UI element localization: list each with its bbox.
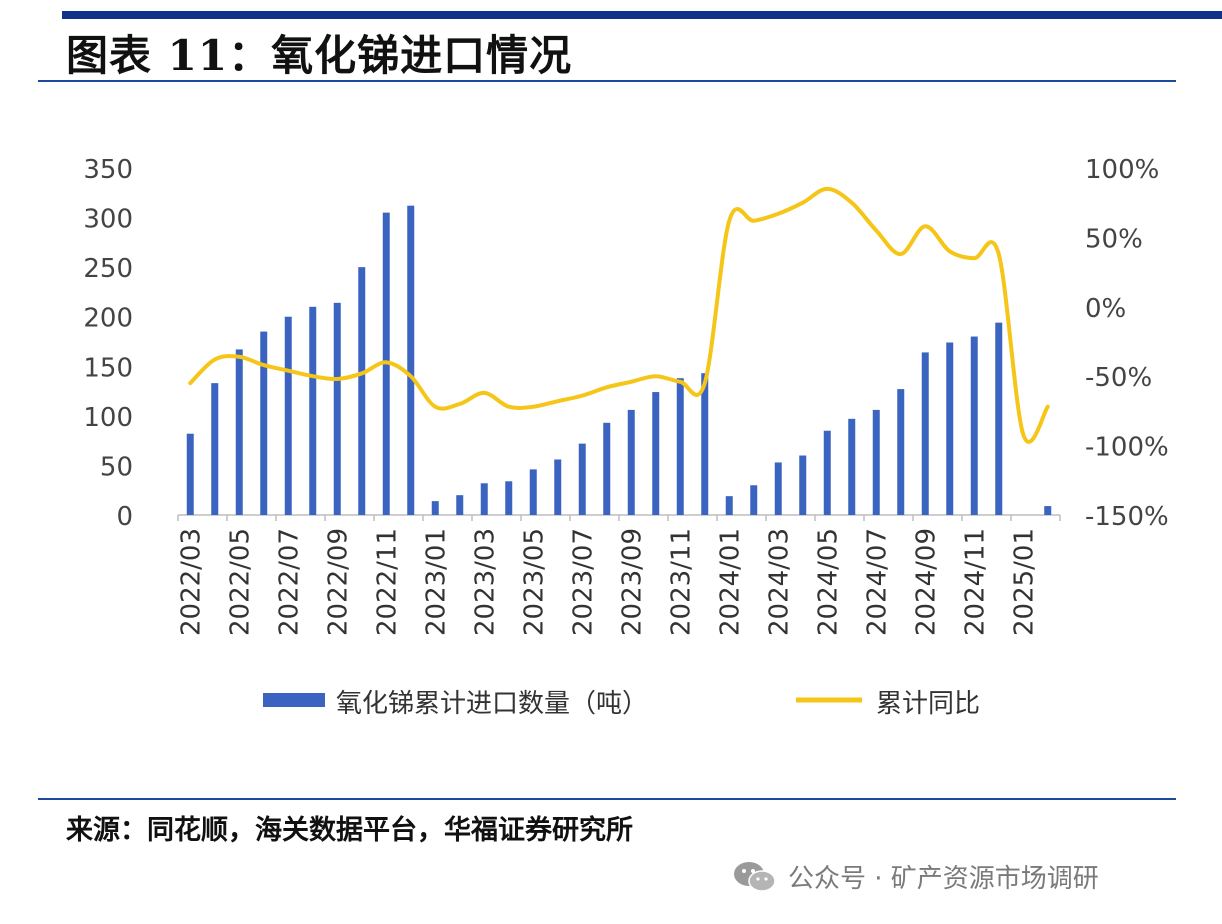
bar-2023/12: [701, 373, 709, 515]
bar-2024/05: [823, 430, 831, 515]
x-tick-label: 2022/03: [176, 528, 206, 636]
y-right-tick-label: 0%: [1085, 294, 1126, 324]
bar-2024/07: [872, 409, 880, 515]
bar-2024/12: [995, 322, 1003, 515]
bar-2023/06: [554, 459, 562, 515]
y-right-tick-label: -100%: [1085, 433, 1169, 463]
bar-2023/02: [456, 495, 464, 515]
y-right-tick-label: -150%: [1085, 502, 1169, 532]
bar-2024/10: [946, 342, 954, 515]
y-axis-right: -150% -100% -50% 0% 50% 100%: [1085, 155, 1169, 532]
bar-2022/09: [333, 302, 341, 515]
bar-2023/11: [676, 378, 684, 515]
yoy-line: [188, 186, 1050, 444]
x-tick-label: 2025/01: [1009, 528, 1039, 636]
bar-2023/08: [603, 422, 611, 515]
bar-2022/06: [260, 331, 268, 515]
x-tick-label: 2022/11: [372, 528, 402, 636]
watermark: 公众号 · 矿产资源市场调研: [732, 858, 1099, 895]
x-tick-label: 2024/01: [715, 528, 745, 636]
legend: 氧化锑累计进口数量（吨） 累计同比: [263, 689, 980, 719]
bar-2023/05: [529, 469, 537, 515]
y-right-tick-label: 50%: [1085, 224, 1143, 254]
bar-2023/01: [431, 501, 439, 515]
bar-2022/12: [407, 205, 415, 515]
bar-2024/09: [921, 352, 929, 515]
bar-2022/08: [309, 306, 317, 515]
y-left-tick-label: 150: [83, 353, 133, 383]
x-tick-label: 2023/09: [617, 528, 647, 636]
x-tick-label: 2023/05: [519, 528, 549, 636]
bar-2023/09: [627, 409, 635, 515]
x-tick-label: 2024/05: [813, 528, 843, 636]
y-left-tick-label: 300: [83, 205, 133, 235]
footer-divider: [38, 798, 1176, 800]
bar-2022/04: [211, 383, 219, 515]
bar-2024/03: [774, 462, 782, 515]
bar-2023/10: [652, 392, 660, 515]
y-left-tick-label: 0: [116, 502, 133, 532]
wechat-icon: [734, 861, 776, 892]
bar-2022/03: [186, 433, 194, 515]
bar-2022/07: [284, 316, 292, 515]
legend-line-label: 累计同比: [876, 689, 980, 719]
source-note: 来源：同花顺，海关数据平台，华福证券研究所: [66, 815, 633, 846]
bar-2022/05: [235, 349, 243, 515]
x-tick-label: 2023/01: [421, 528, 451, 636]
y-left-tick-label: 250: [83, 254, 133, 284]
watermark-text: 公众号 · 矿产资源市场调研: [788, 864, 1099, 894]
legend-bar-swatch: [263, 693, 325, 707]
line-series: [188, 186, 1050, 444]
x-tick-label: 2024/07: [862, 528, 892, 636]
title-divider: [38, 80, 1176, 82]
x-tick-label: 2023/07: [568, 528, 598, 636]
bar-2023/03: [480, 483, 488, 515]
bar-2024/02: [750, 485, 758, 515]
bar-2024/11: [970, 336, 978, 515]
x-tick-label: 2024/03: [764, 528, 794, 636]
top-accent-bar: [62, 11, 1222, 19]
x-tick-label: 2024/11: [960, 528, 990, 636]
x-tick-label: 2022/07: [274, 528, 304, 636]
bar-2023/07: [578, 443, 586, 515]
y-left-tick-label: 350: [83, 155, 133, 185]
y-left-tick-label: 50: [100, 452, 133, 482]
x-tick-label: 2022/05: [225, 528, 255, 636]
bar-2024/04: [799, 455, 807, 515]
x-axis: 2022/03 2022/05 2022/07 2022/09 2022/11 2023/…: [176, 514, 1061, 636]
y-left-tick-label: 200: [83, 304, 133, 334]
bar-2025/02: [1044, 506, 1052, 515]
x-tick-label: 2023/11: [666, 528, 696, 636]
bar-series: [186, 205, 1052, 515]
bar-2024/08: [897, 389, 905, 515]
bar-2022/10: [358, 267, 366, 515]
x-tick-label: 2023/03: [470, 528, 500, 636]
y-right-tick-label: -50%: [1085, 363, 1152, 393]
page-title: 图表 11：氧化锑进口情况: [66, 31, 573, 80]
x-tick-label: 2022/09: [323, 528, 353, 636]
y-right-tick-label: 100%: [1085, 155, 1159, 185]
y-axis-left: 0 50 100 150 200 250 300 350: [83, 155, 133, 532]
y-left-tick-label: 100: [83, 403, 133, 433]
bar-2024/06: [848, 418, 856, 515]
x-tick-label: 2024/09: [911, 528, 941, 636]
legend-bar-label: 氧化锑累计进口数量（吨）: [336, 689, 648, 719]
bar-2023/04: [505, 481, 513, 515]
bar-2024/01: [725, 496, 733, 515]
